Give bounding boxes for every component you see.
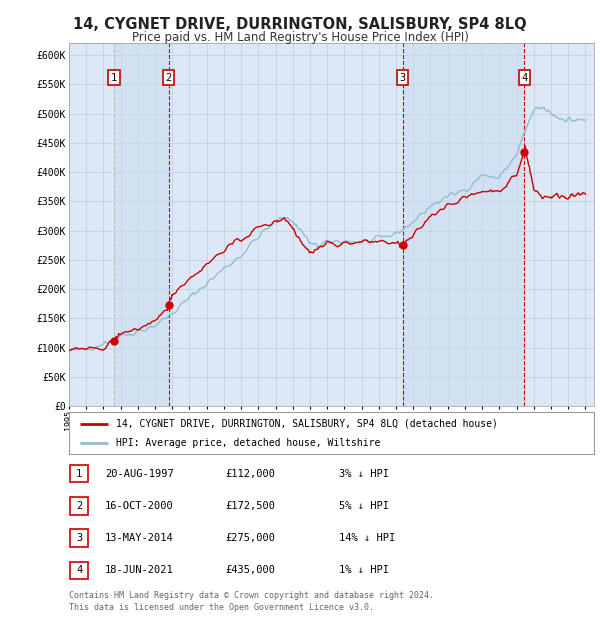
Text: 20-AUG-1997: 20-AUG-1997 [105, 469, 174, 479]
Text: 2: 2 [76, 501, 82, 511]
Text: 14, CYGNET DRIVE, DURRINGTON, SALISBURY, SP4 8LQ: 14, CYGNET DRIVE, DURRINGTON, SALISBURY,… [73, 17, 527, 32]
Text: 3: 3 [400, 73, 406, 83]
Text: £112,000: £112,000 [225, 469, 275, 479]
Text: 18-JUN-2021: 18-JUN-2021 [105, 565, 174, 575]
Text: £172,500: £172,500 [225, 501, 275, 511]
Text: £435,000: £435,000 [225, 565, 275, 575]
Text: 2: 2 [166, 73, 172, 83]
Text: Contains HM Land Registry data © Crown copyright and database right 2024.
This d: Contains HM Land Registry data © Crown c… [69, 591, 434, 612]
Text: 4: 4 [76, 565, 82, 575]
Text: 13-MAY-2014: 13-MAY-2014 [105, 533, 174, 543]
Text: Price paid vs. HM Land Registry's House Price Index (HPI): Price paid vs. HM Land Registry's House … [131, 31, 469, 44]
Text: 3% ↓ HPI: 3% ↓ HPI [339, 469, 389, 479]
Text: £275,000: £275,000 [225, 533, 275, 543]
Text: 1% ↓ HPI: 1% ↓ HPI [339, 565, 389, 575]
Bar [403, 43, 524, 406]
Text: 1: 1 [111, 73, 118, 83]
FancyBboxPatch shape [69, 412, 594, 454]
Text: 4: 4 [521, 73, 527, 83]
Text: HPI: Average price, detached house, Wiltshire: HPI: Average price, detached house, Wilt… [116, 438, 380, 448]
Text: 14, CYGNET DRIVE, DURRINGTON, SALISBURY, SP4 8LQ (detached house): 14, CYGNET DRIVE, DURRINGTON, SALISBURY,… [116, 418, 498, 428]
Text: 5% ↓ HPI: 5% ↓ HPI [339, 501, 389, 511]
Bar [114, 43, 169, 406]
Text: 1: 1 [76, 469, 82, 479]
Text: 14% ↓ HPI: 14% ↓ HPI [339, 533, 395, 543]
Text: 3: 3 [76, 533, 82, 543]
Text: 16-OCT-2000: 16-OCT-2000 [105, 501, 174, 511]
